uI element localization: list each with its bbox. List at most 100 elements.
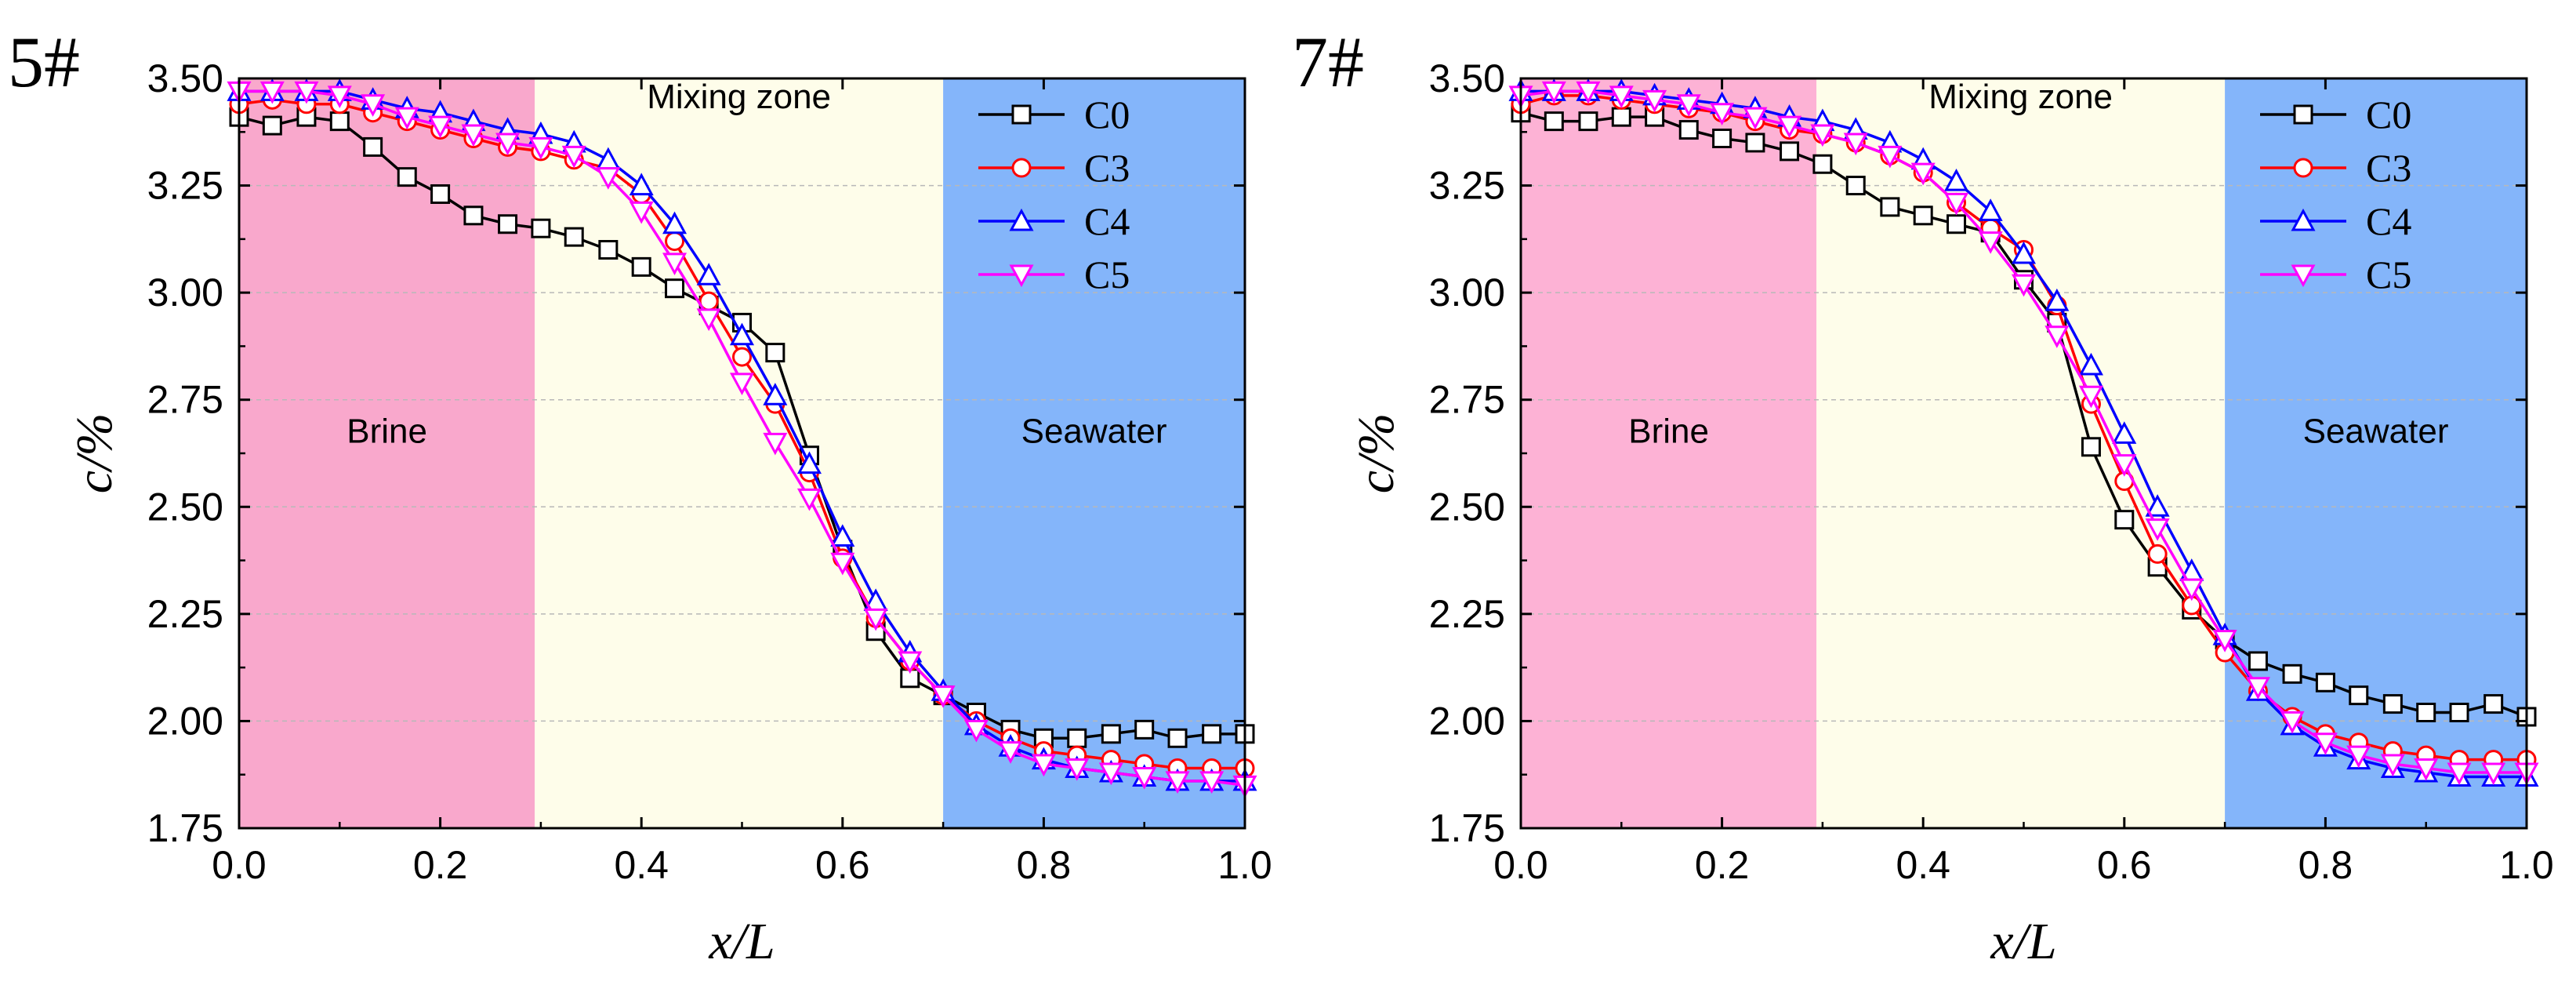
data-point-c5 — [1165, 771, 1190, 794]
data-point-c5 — [1031, 754, 1056, 777]
data-point-c4 — [629, 173, 654, 196]
data-point-c3 — [732, 347, 752, 367]
data-point-c3 — [2147, 543, 2168, 564]
zone-label: Mixing zone — [647, 78, 831, 116]
data-point-c0 — [531, 218, 551, 238]
chart-panel-7: Brine Mixing zone Seawater 1.75 2.00 2.25 2.50… — [1292, 22, 2554, 970]
legend-label: C5 — [1084, 253, 1130, 296]
data-point-c0 — [2382, 694, 2403, 714]
data-point-c5 — [428, 115, 453, 139]
zone-band — [943, 78, 1245, 828]
data-point-c5 — [1810, 124, 1835, 147]
data-point-c5 — [998, 741, 1023, 764]
data-point-c0 — [2081, 437, 2101, 457]
zone-band — [2225, 78, 2527, 828]
data-point-c0 — [430, 184, 451, 204]
x-axis-title: x/L — [708, 913, 775, 970]
data-point-c4 — [2145, 494, 2170, 517]
data-point-c4 — [696, 263, 721, 285]
legend-label: C4 — [1084, 199, 1130, 243]
legend-label: C3 — [1084, 146, 1130, 190]
zone-band — [535, 78, 944, 828]
data-point-c5 — [2112, 454, 2137, 477]
data-point-c0 — [1101, 724, 1121, 744]
data-point-c5 — [1944, 192, 1969, 216]
data-point-c5 — [1132, 766, 1157, 790]
x-tick-label: 0.6 — [2097, 843, 2152, 887]
y-axis-title: c/% — [1348, 413, 1405, 494]
y-tick-label: 1.75 — [1429, 806, 1505, 850]
x-tick-label: 0.0 — [212, 843, 267, 887]
data-point-c5 — [1777, 115, 1802, 139]
data-point-c5 — [2078, 385, 2103, 409]
data-point-c5 — [662, 253, 688, 276]
data-point-c5 — [495, 133, 521, 156]
data-point-c5 — [963, 719, 989, 743]
data-point-c4 — [763, 383, 788, 405]
legend-label: C0 — [2366, 93, 2411, 136]
data-point-c5 — [394, 107, 419, 130]
data-point-c5 — [1743, 107, 1768, 130]
data-point-c5 — [2346, 745, 2371, 769]
data-point-c5 — [2447, 762, 2472, 786]
y-tick-label: 2.50 — [1429, 485, 1505, 529]
data-point-c5 — [2179, 578, 2204, 602]
data-point-c5 — [2212, 630, 2237, 652]
data-point-c0 — [397, 167, 417, 187]
data-point-c5 — [2245, 677, 2270, 700]
data-point-c0 — [463, 205, 484, 226]
legend-label: C0 — [1084, 93, 1130, 136]
y-tick-label: 3.00 — [147, 271, 223, 314]
zone-label: Mixing zone — [1928, 78, 2113, 116]
data-point-c0 — [564, 227, 584, 247]
data-point-c0 — [1745, 133, 1765, 153]
data-point-c0 — [2449, 703, 2469, 723]
data-point-c0 — [2349, 685, 2369, 706]
legend-marker — [1011, 158, 1032, 178]
data-point-c5 — [2313, 732, 2338, 755]
data-point-c4 — [729, 322, 755, 346]
data-point-c0 — [2248, 651, 2268, 671]
data-point-c5 — [2481, 762, 2506, 786]
data-point-c0 — [1845, 176, 1866, 196]
data-point-c4 — [796, 451, 822, 474]
data-point-c5 — [1576, 81, 1601, 104]
data-point-c0 — [1134, 719, 1155, 740]
x-tick-label: 0.8 — [2298, 843, 2353, 887]
x-tick-label: 0.2 — [1695, 843, 1750, 887]
data-point-c5 — [1978, 231, 2003, 254]
legend-label: C4 — [2366, 199, 2411, 243]
x-tick-label: 0.8 — [1017, 843, 1072, 887]
data-point-c5 — [561, 145, 586, 169]
legend-label: C5 — [2366, 253, 2411, 296]
data-point-c5 — [763, 432, 788, 456]
zone-label: Seawater — [1021, 412, 1167, 450]
data-point-c5 — [327, 85, 352, 109]
x-tick-label: 0.4 — [614, 843, 669, 887]
y-tick-label: 2.25 — [1429, 592, 1505, 636]
y-tick-label: 3.00 — [1429, 271, 1505, 314]
zone-band — [1521, 78, 1817, 828]
y-tick-label: 2.50 — [147, 485, 223, 529]
data-point-c5 — [596, 167, 621, 190]
y-tick-label: 2.25 — [147, 592, 223, 636]
x-tick-label: 0.2 — [413, 843, 468, 887]
data-point-c0 — [2315, 672, 2335, 692]
panel-label: 7# — [1292, 22, 1364, 102]
y-tick-label: 3.50 — [1429, 56, 1505, 100]
data-point-c5 — [361, 94, 386, 117]
data-point-c0 — [2114, 510, 2135, 530]
data-point-c5 — [931, 685, 956, 708]
data-point-c0 — [1202, 724, 1222, 744]
data-point-c5 — [1710, 103, 1735, 125]
data-point-c5 — [1843, 133, 1868, 156]
legend-marker — [1011, 104, 1032, 125]
data-point-c0 — [1812, 154, 1833, 174]
data-point-c4 — [2112, 421, 2137, 444]
data-point-c0 — [1913, 205, 1933, 226]
data-point-c5 — [1098, 762, 1123, 786]
data-point-c4 — [830, 524, 855, 547]
y-tick-label: 3.25 — [1429, 164, 1505, 208]
data-point-c5 — [2280, 711, 2305, 734]
